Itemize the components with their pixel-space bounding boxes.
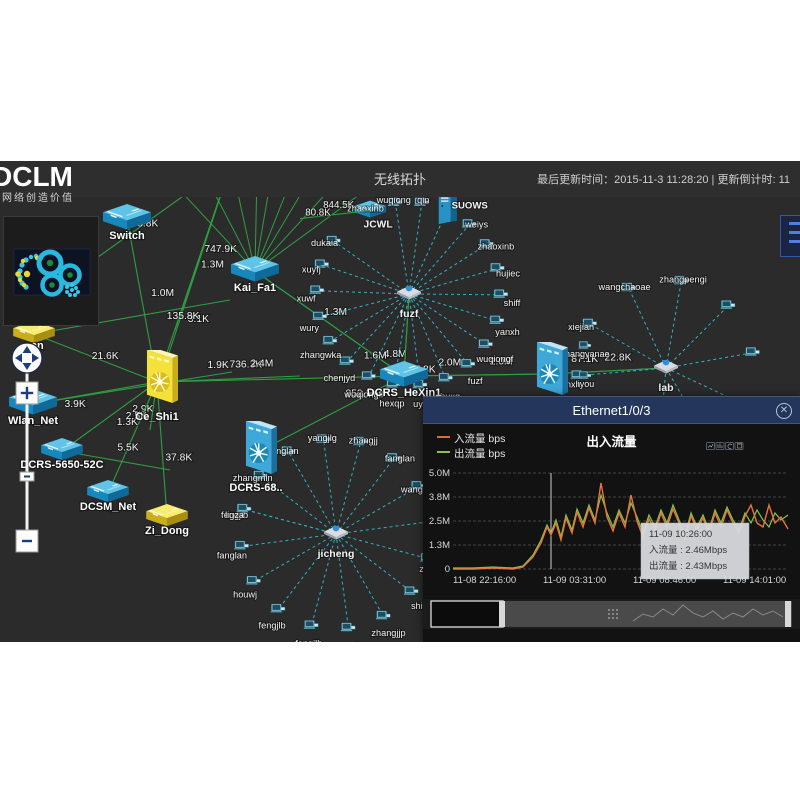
svg-text:yangjlg: yangjlg	[308, 433, 337, 443]
svg-text:yangjlg: yangjlg	[335, 641, 364, 642]
svg-text:fuzf: fuzf	[400, 308, 419, 320]
svg-text:出流量 : 2.43Mbps: 出流量 : 2.43Mbps	[649, 560, 727, 572]
svg-text:1.9K: 1.9K	[208, 360, 229, 371]
svg-text:11-08 22:16:00: 11-08 22:16:00	[453, 575, 516, 586]
svg-text:Kai_Fa1: Kai_Fa1	[234, 282, 276, 294]
svg-text:zhangjjp: zhangjjp	[371, 628, 405, 638]
svg-text:hexqp: hexqp	[379, 399, 404, 409]
svg-text:houwj: houwj	[233, 590, 257, 600]
svg-text:yanxh: yanxh	[495, 327, 520, 337]
svg-text:1.6M: 1.6M	[364, 351, 387, 362]
svg-text:11-09 08:46:00: 11-09 08:46:00	[633, 575, 696, 586]
svg-text:fengjlb: fengjlb	[259, 620, 286, 630]
svg-text:shiff: shiff	[504, 298, 521, 308]
svg-text:zhaoxinb: zhaoxinb	[478, 242, 515, 252]
svg-text:1.0M: 1.0M	[151, 288, 174, 299]
svg-text:xuyfj: xuyfj	[302, 264, 321, 274]
svg-text:jicheng: jicheng	[317, 548, 355, 560]
svg-text:21.6K: 21.6K	[92, 351, 119, 362]
svg-text:xuwf: xuwf	[297, 293, 316, 303]
svg-text:fanglan: fanglan	[385, 454, 415, 464]
svg-text:Switch: Switch	[109, 230, 145, 242]
svg-text:weiys: weiys	[464, 219, 488, 229]
svg-text:5.5K: 5.5K	[117, 443, 138, 454]
svg-text:3.8M: 3.8M	[429, 492, 450, 503]
svg-text:zhangpengi: zhangpengi	[659, 275, 707, 285]
svg-text:11-09 10:26:00: 11-09 10:26:00	[649, 529, 712, 540]
svg-text:DCSM_Net: DCSM_Net	[80, 501, 137, 513]
svg-text:入流量 : 2.46Mbps: 入流量 : 2.46Mbps	[649, 544, 727, 556]
svg-text:zhangjj: zhangjj	[349, 436, 378, 446]
svg-text:fengjlb: fengjlb	[295, 638, 322, 642]
svg-text:3.9K: 3.9K	[65, 399, 86, 410]
svg-text:xiejian: xiejian	[568, 322, 594, 332]
svg-text:Ce_Shi1: Ce_Shi1	[135, 411, 178, 423]
svg-text:80.8K: 80.8K	[305, 208, 331, 219]
svg-text:lab: lab	[658, 382, 673, 394]
svg-text:1.3M: 1.3M	[429, 540, 450, 551]
svg-text:liyou: liyou	[576, 379, 595, 389]
svg-text:ligza: ligza	[225, 510, 245, 520]
svg-text:37.8K: 37.8K	[165, 452, 192, 463]
svg-text:hujiec: hujiec	[496, 269, 520, 279]
svg-text:fanglan: fanglan	[217, 551, 247, 561]
svg-text:2.0M: 2.0M	[438, 357, 461, 368]
svg-text:fuzf: fuzf	[468, 376, 483, 386]
svg-text:DCRS-68..: DCRS-68..	[229, 482, 282, 494]
svg-text:1.3M: 1.3M	[201, 260, 224, 271]
svg-text:JCWL: JCWL	[364, 220, 393, 231]
svg-text:5.0M: 5.0M	[429, 468, 450, 479]
svg-text:1.3M: 1.3M	[324, 307, 347, 318]
svg-text:11-09 14:01:00: 11-09 14:01:00	[723, 575, 786, 586]
svg-text:chenjyd: chenjyd	[324, 373, 356, 383]
svg-text:0: 0	[445, 564, 450, 575]
svg-text:2.5M: 2.5M	[429, 516, 450, 527]
svg-text:11-09 03:31:00: 11-09 03:31:00	[543, 575, 606, 586]
svg-text:wuqiongf: wuqiongf	[476, 354, 514, 364]
svg-text:wangchaoae: wangchaoae	[598, 282, 651, 292]
svg-text:SUOWS: SUOWS	[452, 200, 489, 211]
svg-text:4.8M: 4.8M	[384, 349, 407, 360]
svg-text:dukaia: dukaia	[311, 238, 339, 248]
svg-text:2.4M: 2.4M	[250, 359, 273, 370]
svg-text:zhangwka: zhangwka	[300, 350, 342, 360]
svg-text:135.8K: 135.8K	[167, 311, 200, 322]
svg-text:Zi_Dong: Zi_Dong	[145, 525, 189, 537]
svg-text:wury: wury	[299, 323, 320, 333]
svg-text:747.9K: 747.9K	[204, 244, 237, 255]
